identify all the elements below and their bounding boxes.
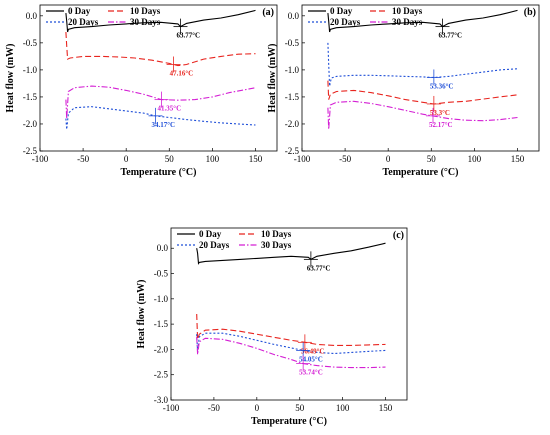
y-tick-label: -2.0 bbox=[285, 119, 300, 129]
panel-a: -100 -50 0 50 100 150 0.0 -0.5 -1.0 -1.5 -2.0 -2.5 T… bbox=[5, 4, 278, 178]
panel-label: (b) bbox=[524, 7, 536, 18]
y-tick-label: -1.5 bbox=[285, 92, 300, 102]
legend-entry: 20 Days bbox=[68, 17, 99, 27]
series-line-0-day bbox=[196, 242, 386, 265]
series-line-30-days bbox=[327, 100, 518, 130]
peak-annotation: 63.77°C bbox=[176, 32, 200, 40]
peak-annotation: 54.05°C bbox=[299, 355, 323, 363]
y-tick-label: -1.0 bbox=[285, 65, 300, 75]
y-tick-label: -2.5 bbox=[23, 146, 38, 156]
legend-entry: 0 Day bbox=[199, 229, 222, 239]
series-line-10-days bbox=[327, 80, 518, 105]
x-tick-label: -50 bbox=[208, 403, 220, 413]
x-tick-label: 50 bbox=[165, 154, 175, 164]
x-tick-label: 100 bbox=[468, 154, 482, 164]
x-tick-label: 150 bbox=[249, 154, 263, 164]
y-axis-label: Heat flow (mW) bbox=[136, 280, 147, 349]
x-axis-label: Temperature (°C) bbox=[251, 416, 327, 427]
peak-annotation: 52.17°C bbox=[429, 121, 453, 129]
y-tick-label: -2.0 bbox=[23, 119, 38, 129]
x-tick-label: 0 bbox=[386, 154, 391, 164]
peak-annotation: 53.3°C bbox=[430, 109, 450, 117]
plot-frame bbox=[170, 227, 408, 401]
x-tick-label: 0 bbox=[255, 403, 260, 413]
panel-b: -100 -50 0 50 100 150 0.0 -0.5 -1.0 -1.5 -2.0 -2.5 T… bbox=[267, 4, 540, 178]
panel-label: (c) bbox=[393, 230, 404, 241]
x-tick-label: 150 bbox=[379, 403, 393, 413]
plot-frame bbox=[39, 4, 278, 152]
series-line-0-day bbox=[327, 9, 518, 33]
legend-entry: 10 Days bbox=[130, 6, 161, 16]
x-tick-label: 50 bbox=[427, 154, 437, 164]
peak-annotation: 63.77°C bbox=[438, 32, 462, 40]
x-tick-label: -50 bbox=[339, 154, 351, 164]
legend-entry: 30 Days bbox=[130, 17, 161, 27]
legend-entry: 0 Day bbox=[68, 6, 91, 16]
y-axis-label: Heat flow (mW) bbox=[5, 44, 16, 113]
y-tick-label: -0.5 bbox=[23, 38, 38, 48]
x-tick-label: 100 bbox=[336, 403, 350, 413]
x-tick-label: -100 bbox=[32, 154, 49, 164]
series-line-30-days bbox=[65, 85, 256, 119]
legend-entry: 10 Days bbox=[392, 6, 423, 16]
x-tick-label: -100 bbox=[294, 154, 311, 164]
x-axis-label: Temperature (°C) bbox=[121, 167, 197, 178]
x-tick-label: 0 bbox=[124, 154, 129, 164]
y-tick-label: -0.5 bbox=[154, 269, 169, 279]
y-tick-label: -2.5 bbox=[285, 146, 300, 156]
x-tick-label: -50 bbox=[77, 154, 89, 164]
series-line-20-days bbox=[327, 42, 518, 87]
y-tick-label: -1.5 bbox=[154, 319, 169, 329]
y-tick-label: -0.5 bbox=[285, 38, 300, 48]
legend-entry: 30 Days bbox=[392, 17, 423, 27]
panel-label: (a) bbox=[262, 7, 274, 18]
peak-annotation: 56.49°C bbox=[301, 347, 325, 355]
y-tick-label: -2.5 bbox=[154, 370, 169, 380]
peak-annotation: 47.16°C bbox=[170, 69, 194, 77]
legend-entry: 10 Days bbox=[261, 229, 292, 239]
x-tick-label: -100 bbox=[163, 403, 180, 413]
y-tick-label: 0.0 bbox=[288, 11, 300, 21]
legend-entry: 20 Days bbox=[330, 17, 361, 27]
series-line-30-days bbox=[196, 336, 386, 369]
x-tick-label: 50 bbox=[295, 403, 305, 413]
legend-entry: 20 Days bbox=[199, 240, 230, 250]
series-line-20-days bbox=[65, 106, 256, 130]
peak-annotation: 63.77°C bbox=[307, 264, 331, 272]
series-line-0-day bbox=[65, 9, 256, 33]
y-tick-label: -1.0 bbox=[23, 65, 38, 75]
y-tick-label: 0.0 bbox=[157, 243, 169, 253]
legend-entry: 0 Day bbox=[330, 6, 353, 16]
plot-frame bbox=[301, 4, 540, 152]
y-tick-label: 0.0 bbox=[26, 11, 38, 21]
x-axis-label: Temperature (°C) bbox=[383, 167, 459, 178]
series-line-10-days bbox=[196, 313, 386, 346]
legend-entry: 30 Days bbox=[261, 240, 292, 250]
panel-c: -100 -50 0 50 100 150 0.0 -0.5 -1.0 -1.5 -2.0 -2.5 -… bbox=[136, 227, 408, 427]
y-tick-label: -3.0 bbox=[154, 395, 169, 405]
x-tick-label: 150 bbox=[511, 154, 525, 164]
peak-annotation: 34.17°C bbox=[151, 121, 175, 129]
series-line-20-days bbox=[196, 332, 386, 355]
peak-annotation: 53.74°C bbox=[299, 369, 323, 377]
peak-annotation: 53.36°C bbox=[430, 82, 454, 90]
peak-annotation: 41.35°C bbox=[158, 105, 182, 113]
y-tick-label: -1.5 bbox=[23, 92, 38, 102]
y-tick-label: -2.0 bbox=[154, 344, 169, 354]
y-tick-label: -1.0 bbox=[154, 294, 169, 304]
y-axis-label: Heat flow (mW) bbox=[267, 44, 278, 113]
x-tick-label: 100 bbox=[206, 154, 220, 164]
series-line-10-days bbox=[65, 31, 256, 67]
